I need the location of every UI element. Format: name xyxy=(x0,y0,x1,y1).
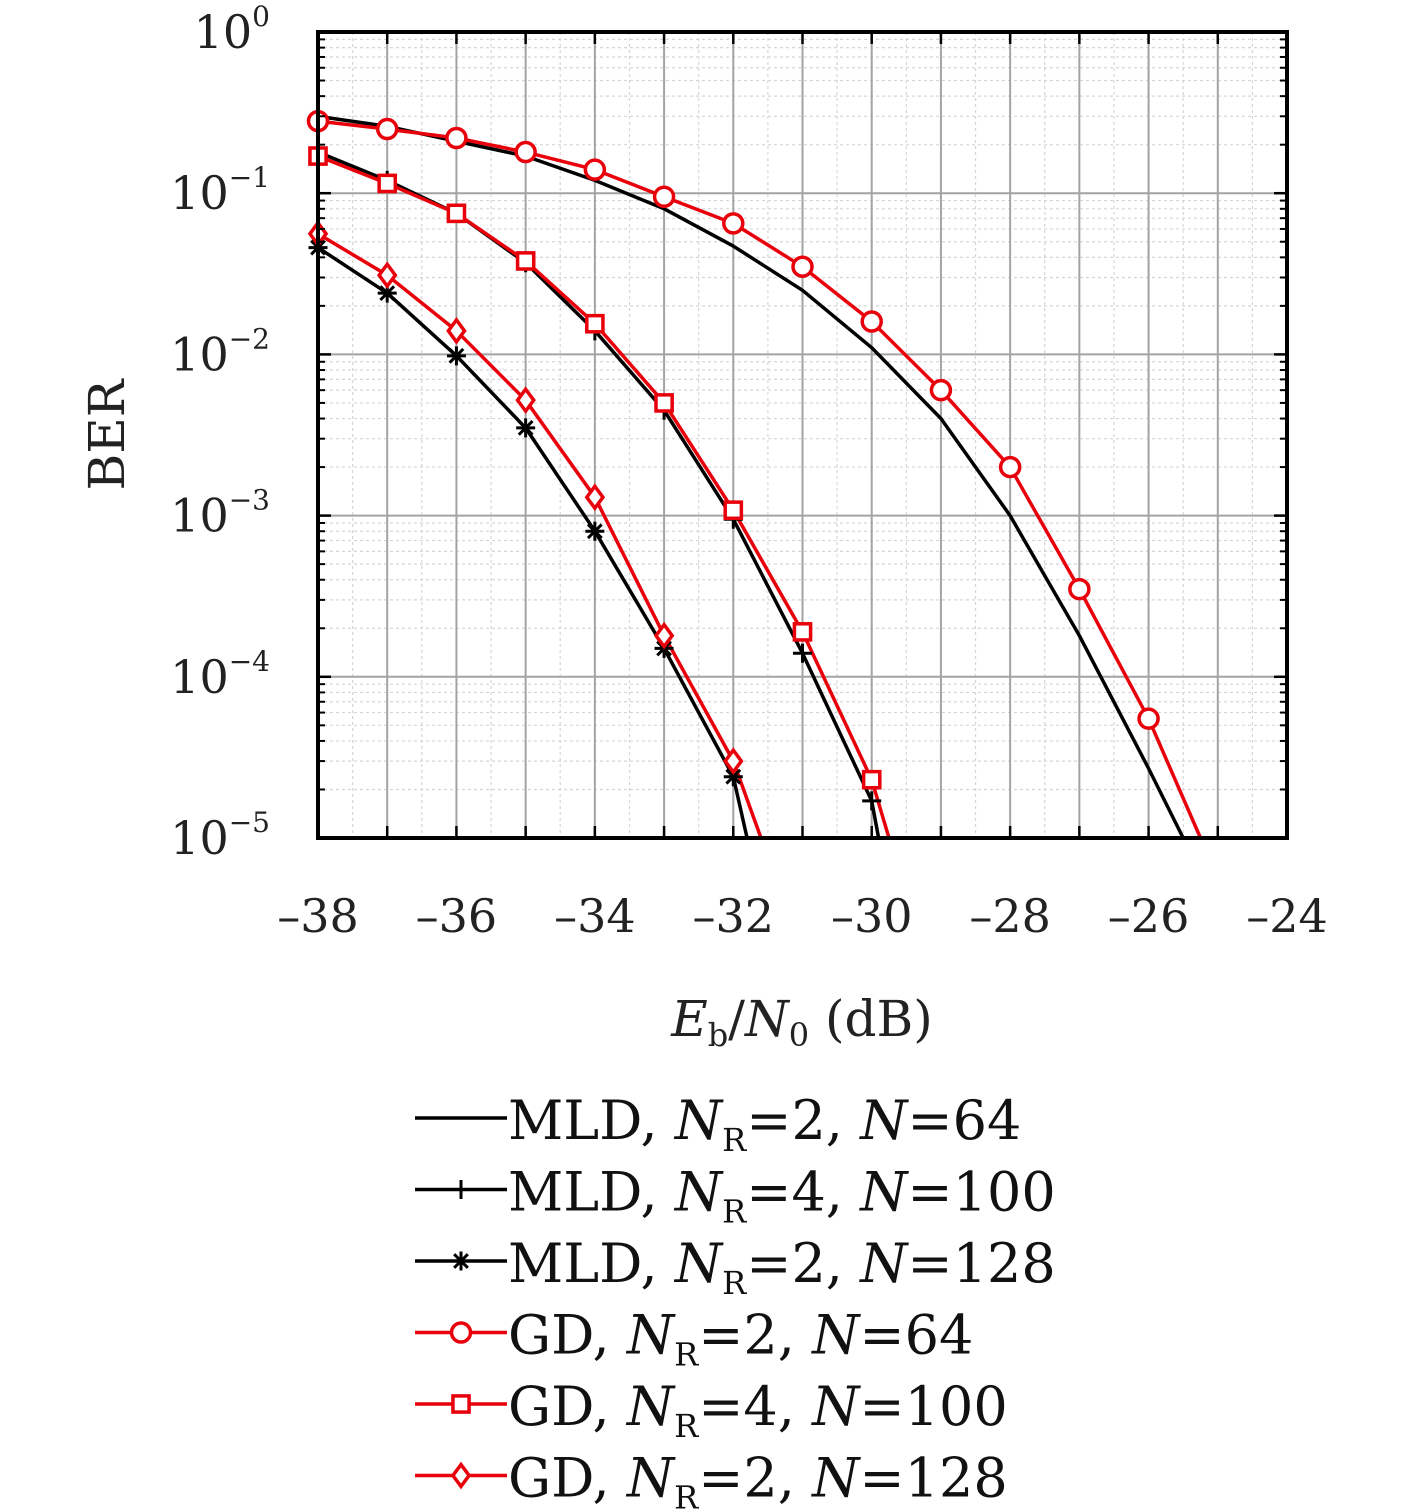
circle-marker xyxy=(1068,577,1091,601)
legend-label: MLD, NR=2, N=128 xyxy=(508,1232,1056,1302)
legend-label: MLD, NR=4, N=100 xyxy=(508,1161,1056,1231)
diamond-marker xyxy=(653,621,675,650)
x-tick-label: –26 xyxy=(1108,889,1190,943)
diamond-marker xyxy=(723,747,744,775)
series-layer xyxy=(318,114,1203,838)
diamond-marker xyxy=(584,483,606,512)
circle-marker xyxy=(652,185,676,209)
legend-label: MLD, NR=2, N=64 xyxy=(508,1089,1021,1159)
legend-item: MLD, NR=2, N=64 xyxy=(415,1089,1021,1159)
square-marker xyxy=(723,500,744,521)
x-tick-label: –30 xyxy=(831,889,913,943)
x-tick-labels: –38 –36 –34 –32 –30 –28 –26 –24 xyxy=(277,889,1328,943)
diamond-marker xyxy=(450,1461,472,1490)
star-marker xyxy=(377,283,397,303)
y-tick-labels: 100 10−1 10−2 10−3 10−4 10−5 xyxy=(170,0,270,865)
plus-marker xyxy=(862,791,882,811)
star-marker xyxy=(446,346,466,366)
series-line xyxy=(318,246,749,838)
circle-marker xyxy=(929,378,953,402)
plus-marker xyxy=(451,1180,471,1199)
x-tick-label: –38 xyxy=(277,889,359,943)
legend-item: MLD, NR=4, N=100 xyxy=(415,1161,1056,1231)
y-tick-label: 10−4 xyxy=(170,645,270,704)
legend-item: GD, NR=4, N=100 xyxy=(415,1375,1008,1445)
circle-marker xyxy=(514,140,537,164)
legend-item: GD, NR=2, N=128 xyxy=(415,1447,1008,1512)
square-marker xyxy=(861,769,882,790)
legend-item: MLD, NR=2, N=128 xyxy=(415,1232,1056,1302)
legend-item: GD, NR=2, N=64 xyxy=(415,1304,973,1374)
y-tick-label: 100 xyxy=(194,0,270,59)
circle-marker xyxy=(449,1321,473,1344)
x-tick-label: –34 xyxy=(554,889,636,943)
x-tick-label: –36 xyxy=(416,889,498,943)
square-marker xyxy=(451,1394,471,1414)
circle-marker xyxy=(445,126,468,150)
circle-marker xyxy=(722,212,745,235)
legend-label: GD, NR=4, N=100 xyxy=(508,1375,1008,1445)
plus-marker xyxy=(793,643,812,663)
square-marker xyxy=(377,173,398,194)
x-tick-label: –28 xyxy=(969,889,1051,943)
square-marker xyxy=(792,622,813,642)
square-marker xyxy=(446,203,467,224)
circle-marker xyxy=(998,455,1022,479)
diamond-marker xyxy=(376,261,398,290)
y-axis-label: BER xyxy=(78,378,136,490)
x-axis-label: Eb/N0 (dB) xyxy=(670,990,933,1054)
series-line xyxy=(318,154,891,838)
diamond-marker xyxy=(515,386,536,415)
legend-label: GD, NR=2, N=64 xyxy=(508,1304,973,1374)
circle-marker xyxy=(375,117,399,141)
square-marker xyxy=(654,393,674,413)
square-marker xyxy=(585,313,605,334)
legend-label: GD, NR=2, N=128 xyxy=(508,1447,1008,1512)
series-line xyxy=(318,119,1203,838)
x-tick-label: –32 xyxy=(693,889,775,943)
y-tick-label: 10−1 xyxy=(170,161,270,220)
circle-marker xyxy=(583,158,607,181)
y-tick-label: 10−2 xyxy=(170,322,270,381)
diamond-marker xyxy=(446,316,467,345)
circle-marker xyxy=(1137,707,1160,730)
x-tick-label: –24 xyxy=(1246,889,1328,943)
markers-layer xyxy=(306,109,1160,811)
circle-marker xyxy=(860,310,883,333)
star-marker xyxy=(585,521,605,541)
series-line xyxy=(318,114,1185,838)
star-marker xyxy=(516,418,536,438)
y-tick-label: 10−3 xyxy=(170,484,270,543)
star-marker xyxy=(451,1251,471,1271)
square-marker xyxy=(515,251,536,271)
star-marker xyxy=(723,767,743,787)
y-tick-label: 10−5 xyxy=(170,806,270,865)
series-line xyxy=(318,232,763,838)
axis-ticks xyxy=(316,30,1289,840)
circle-marker xyxy=(791,255,814,278)
